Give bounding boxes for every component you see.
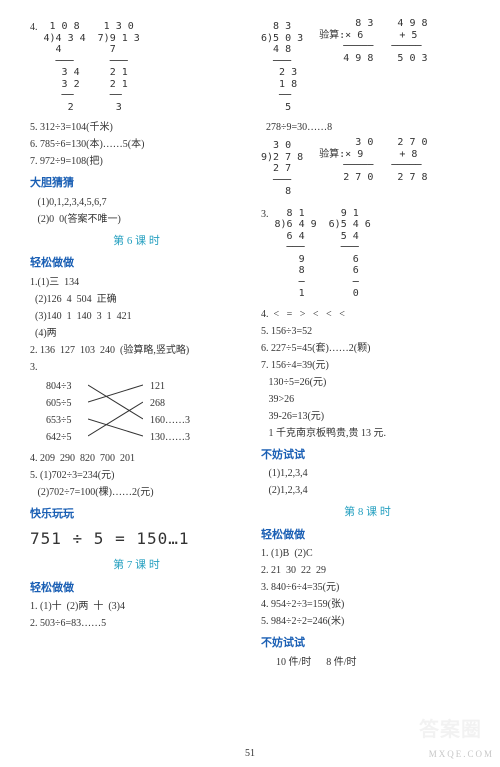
e5-1: 5. (1)702÷3=234(元) <box>30 468 243 483</box>
r7a: 7. 156÷4=39(元) <box>261 358 474 373</box>
watermark-big: 答案圈 <box>419 715 482 745</box>
left-column: 4. 1 0 8 4)4 3 4 4 ─── 3 4 3 2 ── 2 1 3 … <box>30 18 243 672</box>
guess-1: (1)0,1,2,3,4,5,6,7 <box>30 195 243 210</box>
e3-label: 3. <box>30 360 243 375</box>
match-right-0: 121 <box>150 379 165 394</box>
e2: 2. 136 127 103 240 (验算略,竖式略) <box>30 343 243 358</box>
r4: 4. < = > < < < <box>261 307 474 322</box>
r7d: 39-26=13(元) <box>261 409 474 424</box>
rA-row: 8 3 6)5 0 3 4 8 ─── 2 3 1 8 ── 5 8 3 4 9… <box>261 18 474 116</box>
division-D: 9 1 6)5 4 6 5 4 ─── 6 6 ─ 0 <box>329 208 371 300</box>
r5: 5. 156÷3=52 <box>261 324 474 339</box>
q4-label: 4. <box>30 20 38 35</box>
match-left-2: 653÷5 <box>46 413 72 428</box>
p2: 2. 503÷6=83……5 <box>30 616 243 631</box>
match-left-0: 804÷3 <box>46 379 72 394</box>
page-number: 51 <box>0 746 500 761</box>
e1-2: (2)126 4 504 正确 <box>30 292 243 307</box>
easy-title-1: 轻松做做 <box>30 255 243 272</box>
q8-4: 4. 954÷2÷3=159(张) <box>261 597 474 612</box>
lesson-7-title: 第 7 课 时 <box>30 557 243 574</box>
r7c: 39>26 <box>261 392 474 407</box>
t2: (2)1,2,3,4 <box>261 483 474 498</box>
r1: 278÷9=30……8 <box>261 120 474 135</box>
e1-3: (3)140 1 140 3 1 421 <box>30 309 243 324</box>
t3: 10 件/时 8 件/时 <box>261 655 474 670</box>
bold-guess-title: 大胆猜猜 <box>30 175 243 192</box>
division-C: 8 1 8)6 4 9 6 4 ─── 9 8 ─ 1 <box>275 208 317 300</box>
r3-row: 3. 8 1 8)6 4 9 6 4 ─── 9 8 ─ 1 9 1 6)5 4… <box>261 205 474 303</box>
watermark-small: MXQE.COM <box>429 748 494 762</box>
q8-1: 1. (1)B (2)C <box>261 546 474 561</box>
try-title-2: 不妨试试 <box>261 635 474 652</box>
e5-2: (2)702÷7=100(棵)……2(元) <box>30 485 243 500</box>
match-left-1: 605÷5 <box>46 396 72 411</box>
division-A: 8 3 6)5 0 3 4 8 ─── 2 3 1 8 ── 5 <box>261 21 303 113</box>
lesson-8-title: 第 8 课 时 <box>261 504 474 521</box>
e1-1: 1.(1)三 134 <box>30 275 243 290</box>
r7b: 130÷5=26(元) <box>261 375 474 390</box>
division-4a: 1 0 8 4)4 3 4 4 ─── 3 4 3 2 ── 2 <box>44 21 86 113</box>
q7: 7. 972÷9=108(把) <box>30 154 243 169</box>
match-right-3: 130……3 <box>150 430 190 445</box>
q8-3: 3. 840÷6÷4=35(元) <box>261 580 474 595</box>
r7e: 1 千克南京板鸭贵,贵 13 元. <box>261 426 474 441</box>
rB-row: 3 0 9)2 7 8 2 7 ─── 8 3 0 2 7 0 验算:× 9 +… <box>261 137 474 201</box>
play-title: 快乐玩玩 <box>30 506 243 523</box>
division-B: 3 0 9)2 7 8 2 7 ─── 8 <box>261 140 303 198</box>
r3-label: 3. <box>261 207 269 222</box>
q8-2: 2. 21 30 22 29 <box>261 563 474 578</box>
right-column: 8 3 6)5 0 3 4 8 ─── 2 3 1 8 ── 5 8 3 4 9… <box>261 18 474 672</box>
p1: 1. (1)十 (2)两 十 (3)4 <box>30 599 243 614</box>
q5: 5. 312÷3=104(千米) <box>30 120 243 135</box>
r6: 6. 227÷5=45(套)……2(颗) <box>261 341 474 356</box>
guess-2: (2)0 0(答案不唯一) <box>30 212 243 227</box>
division-4b: 1 3 0 7)9 1 3 7 ─── 2 1 2 1 ── 3 <box>98 21 140 113</box>
lesson-6-title: 第 6 课 时 <box>30 233 243 250</box>
play-expression: 751 ÷ 5 = 150…1 <box>30 527 243 551</box>
match-right-2: 160……3 <box>150 413 190 428</box>
e4: 4. 209 290 820 700 201 <box>30 451 243 466</box>
q6: 6. 785÷6=130(本)……5(本) <box>30 137 243 152</box>
match-lines-svg <box>88 379 143 443</box>
check-B: 3 0 2 7 0 验算:× 9 + 8 ───── ───── 2 7 0 2… <box>319 137 427 183</box>
check-A: 8 3 4 9 8 验算:× 6 + 5 ───── ───── 4 9 8 5… <box>319 18 427 64</box>
two-column-layout: 4. 1 0 8 4)4 3 4 4 ─── 3 4 3 2 ── 2 1 3 … <box>30 18 474 672</box>
e1-4: (4)两 <box>30 326 243 341</box>
matching-diagram: 804÷3 605÷5 653÷5 642÷5 121 268 160……3 1… <box>30 379 243 447</box>
q8-5: 5. 984÷2÷2=246(米) <box>261 614 474 629</box>
t1: (1)1,2,3,4 <box>261 466 474 481</box>
q4-division-row: 4. 1 0 8 4)4 3 4 4 ─── 3 4 3 2 ── 2 1 3 … <box>30 18 243 116</box>
easy-title-3: 轻松做做 <box>261 527 474 544</box>
match-right-1: 268 <box>150 396 165 411</box>
try-title-1: 不妨试试 <box>261 447 474 464</box>
easy-title-2: 轻松做做 <box>30 580 243 597</box>
match-left-3: 642÷5 <box>46 430 72 445</box>
